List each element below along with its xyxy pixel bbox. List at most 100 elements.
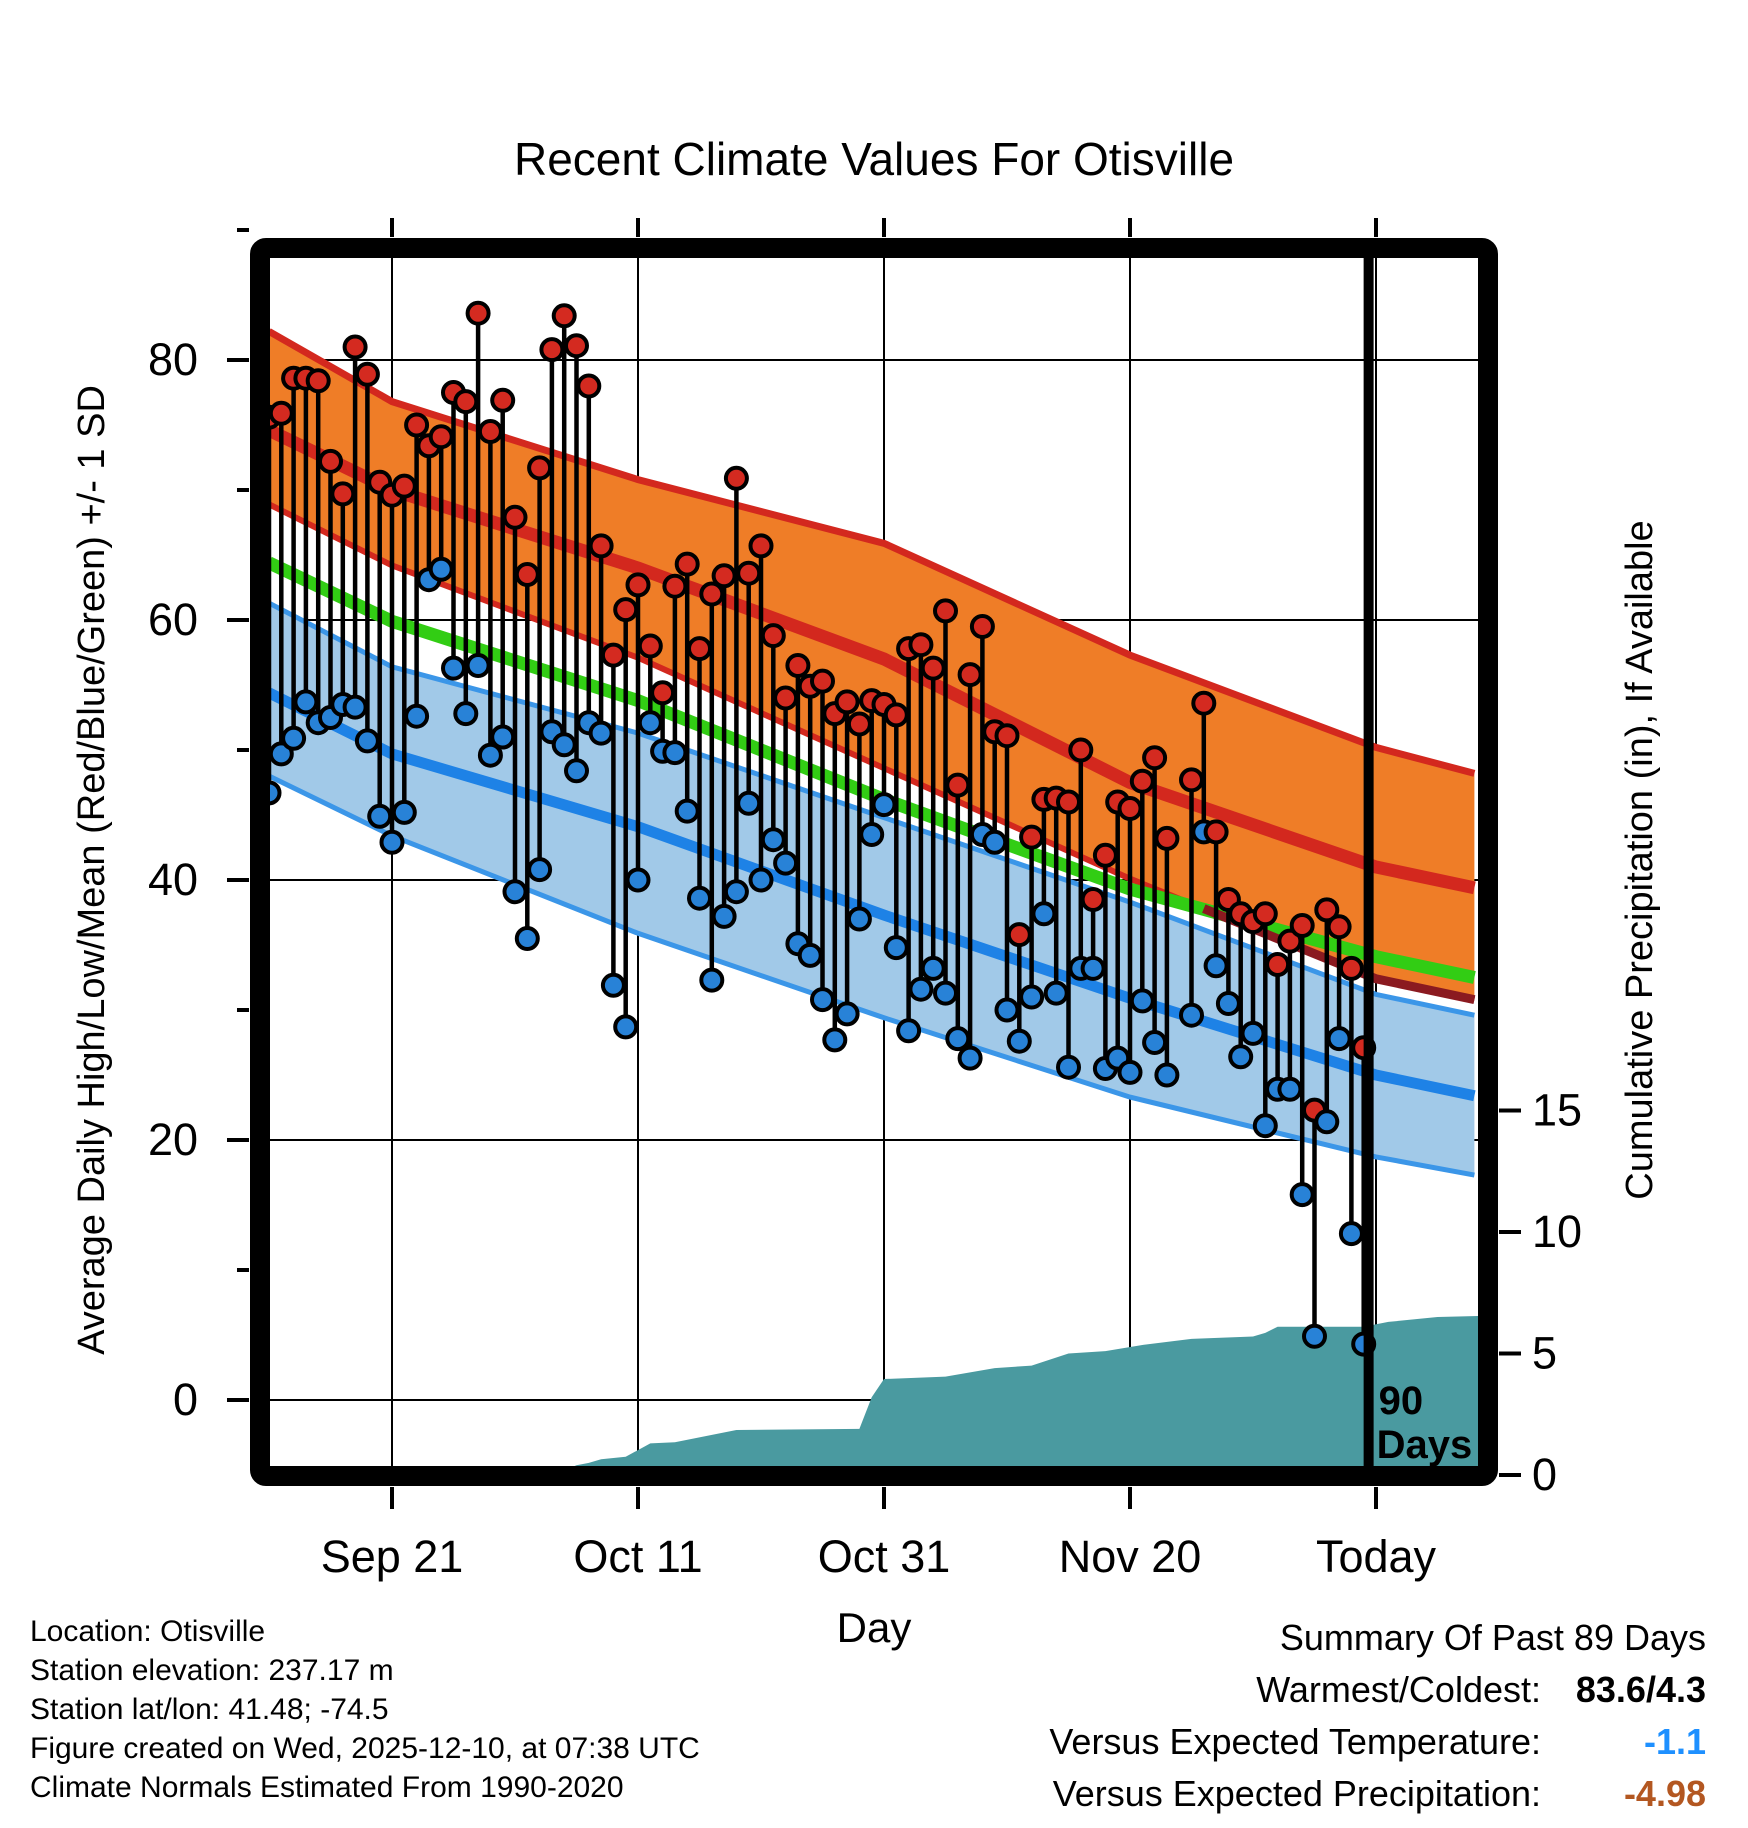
daily-low-dot xyxy=(1006,1028,1032,1054)
left-tick-label: 40 xyxy=(148,854,198,905)
daily-high-dot xyxy=(1191,690,1217,716)
daily-high-dot xyxy=(785,653,811,678)
daily-high-dot xyxy=(600,642,626,668)
daily-high-dot xyxy=(1006,922,1032,948)
daily-low-dot xyxy=(404,703,430,729)
daily-high-dot xyxy=(810,668,835,694)
ninety-days-label: Days xyxy=(1377,1423,1473,1467)
daily-low-dot xyxy=(1019,984,1045,1010)
daily-low-dot xyxy=(760,827,786,853)
daily-low-dot xyxy=(293,689,319,715)
daily-low-dot xyxy=(723,879,749,905)
daily-low-dot xyxy=(1142,1030,1168,1055)
right-tick-label: 0 xyxy=(1532,1449,1557,1500)
daily-high-dot xyxy=(625,572,651,598)
daily-high-dot xyxy=(330,481,356,507)
daily-low-dot xyxy=(1338,1221,1364,1247)
daily-high-dot xyxy=(637,633,663,659)
daily-low-dot xyxy=(428,556,454,582)
daily-high-dot xyxy=(564,333,589,359)
daily-low-dot xyxy=(391,799,417,825)
daily-low-dot xyxy=(1240,1020,1266,1046)
daily-low-dot xyxy=(367,803,393,829)
daily-high-dot xyxy=(465,300,491,326)
daily-low-dot xyxy=(465,653,491,678)
daily-low-dot xyxy=(1326,1026,1352,1052)
daily-low-dot xyxy=(711,903,737,929)
daily-low-dot xyxy=(1314,1109,1340,1135)
daily-low-dot xyxy=(736,790,762,816)
daily-high-dot xyxy=(1314,897,1340,923)
x-tick-label: Oct 11 xyxy=(573,1531,702,1582)
daily-high-dot xyxy=(711,563,737,589)
daily-high-dot xyxy=(551,303,577,329)
daily-high-dot xyxy=(1277,928,1303,954)
daily-high-dot xyxy=(650,680,676,706)
daily-low-dot xyxy=(859,822,885,847)
daily-low-dot xyxy=(514,926,540,951)
plot-frame xyxy=(250,238,1498,1486)
daily-low-dot xyxy=(625,867,651,893)
daily-low-dot xyxy=(699,967,725,993)
daily-high-dot xyxy=(1289,913,1315,938)
daily-high-dot xyxy=(674,551,700,577)
daily-high-dot xyxy=(453,389,479,415)
plot-area xyxy=(270,258,1478,1466)
daily-low-dot xyxy=(453,701,479,727)
daily-low-dot xyxy=(1302,1323,1327,1349)
daily-high-dot xyxy=(1203,819,1229,845)
daily-low-dot xyxy=(342,694,368,720)
high-band-top-edge xyxy=(270,328,1476,777)
daily-low-dot xyxy=(982,829,1008,855)
climate-normals-note: Climate Normals Estimated From 1990-2020 xyxy=(30,1771,624,1804)
daily-high-dot xyxy=(699,581,725,607)
daily-low-dot xyxy=(1252,1113,1278,1139)
x-tick-label: Today xyxy=(1316,1531,1437,1582)
daily-low-dot xyxy=(637,710,663,736)
station-location: Location: Otisville xyxy=(30,1615,266,1648)
daily-low-dot xyxy=(920,955,946,981)
daily-high-dot xyxy=(588,533,614,559)
daily-low-dot xyxy=(846,906,872,932)
daily-high-dot xyxy=(723,465,749,491)
daily-low-dot xyxy=(933,980,958,1006)
x-tick-label: Oct 31 xyxy=(818,1531,951,1582)
daily-high-dot xyxy=(883,702,909,728)
daily-low-dot xyxy=(1215,991,1241,1016)
vs-temperature-value: -1.1 xyxy=(1643,1721,1706,1762)
daily-low-dot xyxy=(674,798,700,824)
daily-high-dot xyxy=(613,597,639,623)
daily-high-dot xyxy=(748,533,774,559)
daily-high-dot xyxy=(1252,901,1278,927)
daily-low-dot xyxy=(1043,980,1069,1006)
daily-low-dot xyxy=(1117,1059,1143,1085)
station-latlon: Station lat/lon: 41.48; -74.5 xyxy=(30,1693,389,1726)
x-tick-label: Nov 20 xyxy=(1059,1531,1202,1582)
daily-high-dot xyxy=(477,419,503,444)
daily-low-dot xyxy=(502,879,528,905)
daily-high-dot xyxy=(1117,796,1143,821)
daily-high-dot xyxy=(428,424,454,450)
daily-high-dot xyxy=(687,636,712,662)
daily-low-dot xyxy=(1056,1054,1081,1080)
daily-low-dot xyxy=(748,867,774,893)
daily-low-dot xyxy=(1031,901,1057,927)
daily-high-dot xyxy=(527,455,553,481)
daily-high-dot xyxy=(514,562,540,587)
y-axis-left-title: Average Daily High/Low/Mean (Red/Blue/Gr… xyxy=(71,385,113,1355)
daily-low-dot xyxy=(613,1014,639,1040)
x-axis-title: Day xyxy=(837,1604,912,1651)
daily-high-dot xyxy=(1068,737,1094,763)
daily-low-dot xyxy=(1129,988,1155,1014)
daily-low-dot xyxy=(822,1027,848,1053)
daily-high-dot xyxy=(1080,887,1106,912)
daily-high-dot xyxy=(1019,824,1045,850)
daily-high-dot xyxy=(662,573,688,599)
daily-low-dot xyxy=(810,987,835,1013)
daily-high-dot xyxy=(945,772,971,798)
daily-low-dot xyxy=(477,742,503,768)
daily-high-dot xyxy=(920,655,946,681)
station-elevation: Station elevation: 237.17 m xyxy=(30,1654,394,1687)
